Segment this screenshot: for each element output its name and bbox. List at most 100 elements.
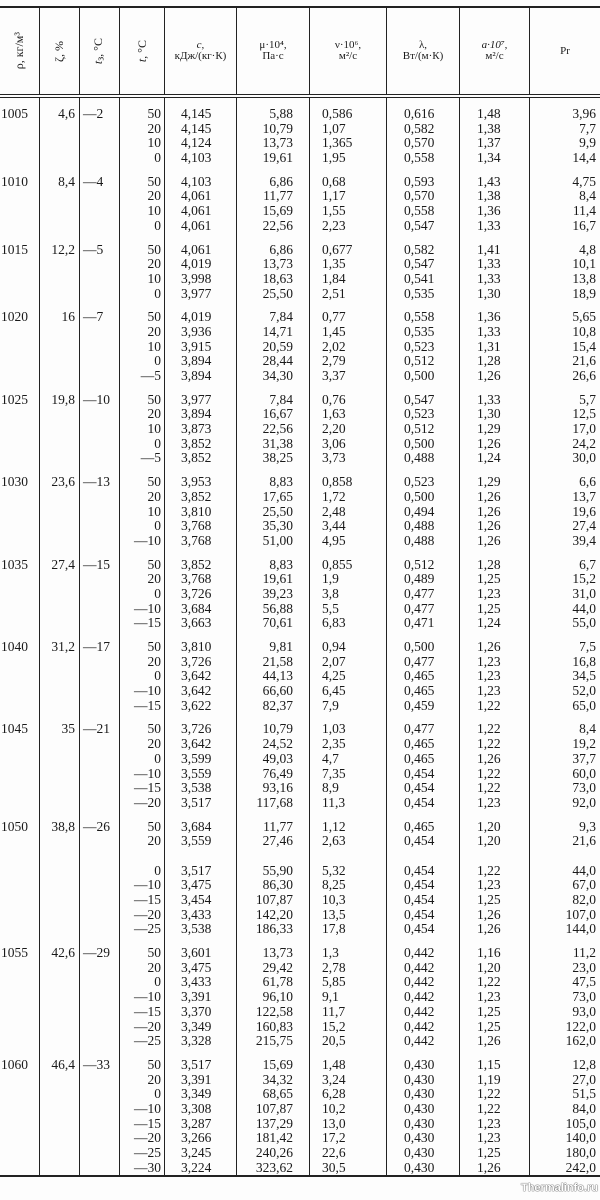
cell-prandtl: 9,3 (579, 818, 596, 834)
cell-thermal-diffusivity: 1,33 (460, 383, 530, 408)
cell-thermal-diffusivity: 1,31 (460, 339, 530, 355)
cell-thermal-conductivity: 0,471 (387, 616, 460, 631)
cell-dynamic-viscosity: 122,58 (237, 1004, 310, 1020)
cell-thermal-conductivity: 0,547 (387, 383, 460, 408)
cell-density (0, 922, 40, 938)
cell-thermal-diffusivity: 1,26 (460, 907, 530, 923)
c-symbol: c, (196, 39, 205, 51)
header-temperature: t, °C (120, 8, 165, 94)
cell-temperature: —20 (120, 1019, 165, 1035)
cell-prandtl: 19,6 (572, 503, 596, 519)
table-row: —20 3,266 181,42 17,2 0,430 1,23 140,0 (0, 1131, 600, 1146)
cell-dynamic-viscosity: 35,30 (237, 518, 310, 534)
cell-concentration (40, 654, 80, 670)
cell-thermal-diffusivity: 1,23 (460, 1116, 530, 1132)
header-kinematic-viscosity: ν·10⁶, м²/с (310, 8, 387, 94)
cell-kinematic-viscosity: 1,12 (310, 810, 387, 835)
cell-thermal-conductivity: 0,430 (387, 1160, 460, 1176)
cell-thermal-diffusivity: 1,26 (460, 436, 530, 452)
table-row: —15 3,287 137,29 13,0 0,430 1,23 105,0 (0, 1116, 600, 1132)
cell-freezing-temp: —21 (80, 713, 120, 738)
cell-thermal-diffusivity: 1,22 (460, 736, 530, 752)
cell-heat-capacity: 3,517 (165, 1048, 237, 1073)
cell-density (0, 451, 40, 467)
cell-concentration (40, 601, 80, 617)
cell-thermal-conductivity: 0,442 (387, 960, 460, 976)
a-symbol: a·10⁷, (481, 39, 508, 51)
table-row: 1060 46,4 —33 50 3,517 15,69 1,48 0,430 1,15 12,8 (0, 1048, 600, 1073)
cell-temperature: 20 (120, 834, 165, 849)
cell-kinematic-viscosity: 30,5 (310, 1160, 387, 1176)
cell-freezing-temp (80, 907, 120, 923)
cell-freezing-temp (80, 354, 120, 369)
cell-prandtl: 12,5 (572, 406, 596, 422)
header-thermal-diffusivity: a·10⁷, м²/с (460, 8, 530, 94)
cell-freezing-temp (80, 204, 120, 219)
cell-temperature: 0 (120, 751, 165, 767)
cell-concentration: 4,6 (40, 98, 80, 122)
cell-concentration: 38,8 (40, 810, 80, 835)
cell-prandtl: 34,5 (572, 668, 596, 684)
cell-prandtl: 5,65 (572, 309, 596, 325)
cell-concentration (40, 572, 80, 587)
cell-kinematic-viscosity: 2,07 (310, 654, 387, 670)
cell-concentration (40, 863, 80, 879)
table-row: 1035 27,4 —15 50 3,852 8,83 0,855 0,512 1,28 6,7 (0, 548, 600, 573)
cell-heat-capacity: 3,684 (165, 601, 237, 617)
cell-thermal-conductivity: 0,430 (387, 1072, 460, 1088)
cell-freezing-temp (80, 257, 120, 272)
cell-thermal-conductivity: 0,454 (387, 907, 460, 923)
cell-dynamic-viscosity: 11,77 (237, 810, 310, 835)
cell-kinematic-viscosity: 1,03 (310, 713, 387, 738)
cell-prandtl: 3,96 (572, 106, 596, 121)
cell-dynamic-viscosity: 27,46 (237, 834, 310, 849)
cell-prandtl: 47,5 (572, 974, 596, 990)
cell-temperature: 50 (120, 810, 165, 835)
cell-density (0, 271, 40, 287)
cell-thermal-conductivity: 0,541 (387, 271, 460, 287)
cell-prandtl: 92,0 (572, 794, 596, 810)
cell-kinematic-viscosity: 0,855 (310, 548, 387, 573)
cell-temperature: —10 (120, 766, 165, 782)
cell-temperature: 50 (120, 1048, 165, 1073)
cell-dynamic-viscosity: 22,56 (237, 218, 310, 234)
cell-prandtl: 180,0 (565, 1145, 596, 1160)
cell-thermal-diffusivity: 1,22 (460, 698, 530, 714)
cell-prandtl (530, 849, 600, 864)
cell-thermal-diffusivity: 1,26 (460, 1033, 530, 1049)
cell-thermal-conductivity: 0,442 (387, 975, 460, 991)
cell-density (0, 737, 40, 752)
cell-thermal-conductivity: 0,430 (387, 1145, 460, 1161)
cell-temperature: —15 (120, 1004, 165, 1020)
cell-thermal-conductivity: 0,558 (387, 301, 460, 325)
cell-density: 1050 (0, 810, 40, 835)
cell-kinematic-viscosity: 3,06 (310, 436, 387, 452)
cell-heat-capacity: 3,538 (165, 922, 237, 938)
cell-density (0, 489, 40, 505)
cell-concentration (40, 519, 80, 534)
cell-thermal-diffusivity (460, 848, 530, 864)
cell-prandtl: 16,7 (572, 217, 596, 233)
cell-thermal-diffusivity: 1,26 (460, 631, 530, 655)
cell-temperature: 50 (120, 165, 165, 190)
cell-thermal-conductivity: 0,593 (387, 165, 460, 190)
table-row: —20 3,433 142,20 13,5 0,454 1,26 107,0 (0, 907, 600, 923)
cell-kinematic-viscosity: 17,8 (310, 922, 387, 938)
table-row: 20 3,936 14,71 1,45 0,535 1,33 10,8 (0, 324, 600, 340)
cell-prandtl: 30,0 (572, 450, 596, 466)
cell-temperature: 0 (120, 150, 165, 166)
cell-freezing-temp (80, 601, 120, 617)
cell-dynamic-viscosity: 186,33 (237, 922, 310, 938)
cell-heat-capacity: 3,370 (165, 1004, 237, 1020)
header-heat-capacity: c, кДж/(кг·К) (165, 8, 237, 94)
cell-dynamic-viscosity: 7,84 (237, 383, 310, 408)
cell-temperature: 10 (120, 203, 165, 219)
cell-dynamic-viscosity: 107,87 (237, 1101, 310, 1117)
table-row: 1040 31,2 —17 50 3,810 9,81 0,94 0,500 1,26 7,5 (0, 631, 600, 655)
cell-freezing-temp (80, 1004, 120, 1020)
cell-temperature: 0 (120, 218, 165, 234)
cell-temperature: 50 (120, 301, 165, 325)
nu-symbol: ν·10⁶, (334, 39, 362, 51)
header-density-label: ρ, кг/м³ (12, 32, 26, 70)
cell-dynamic-viscosity: 323,62 (237, 1160, 310, 1176)
